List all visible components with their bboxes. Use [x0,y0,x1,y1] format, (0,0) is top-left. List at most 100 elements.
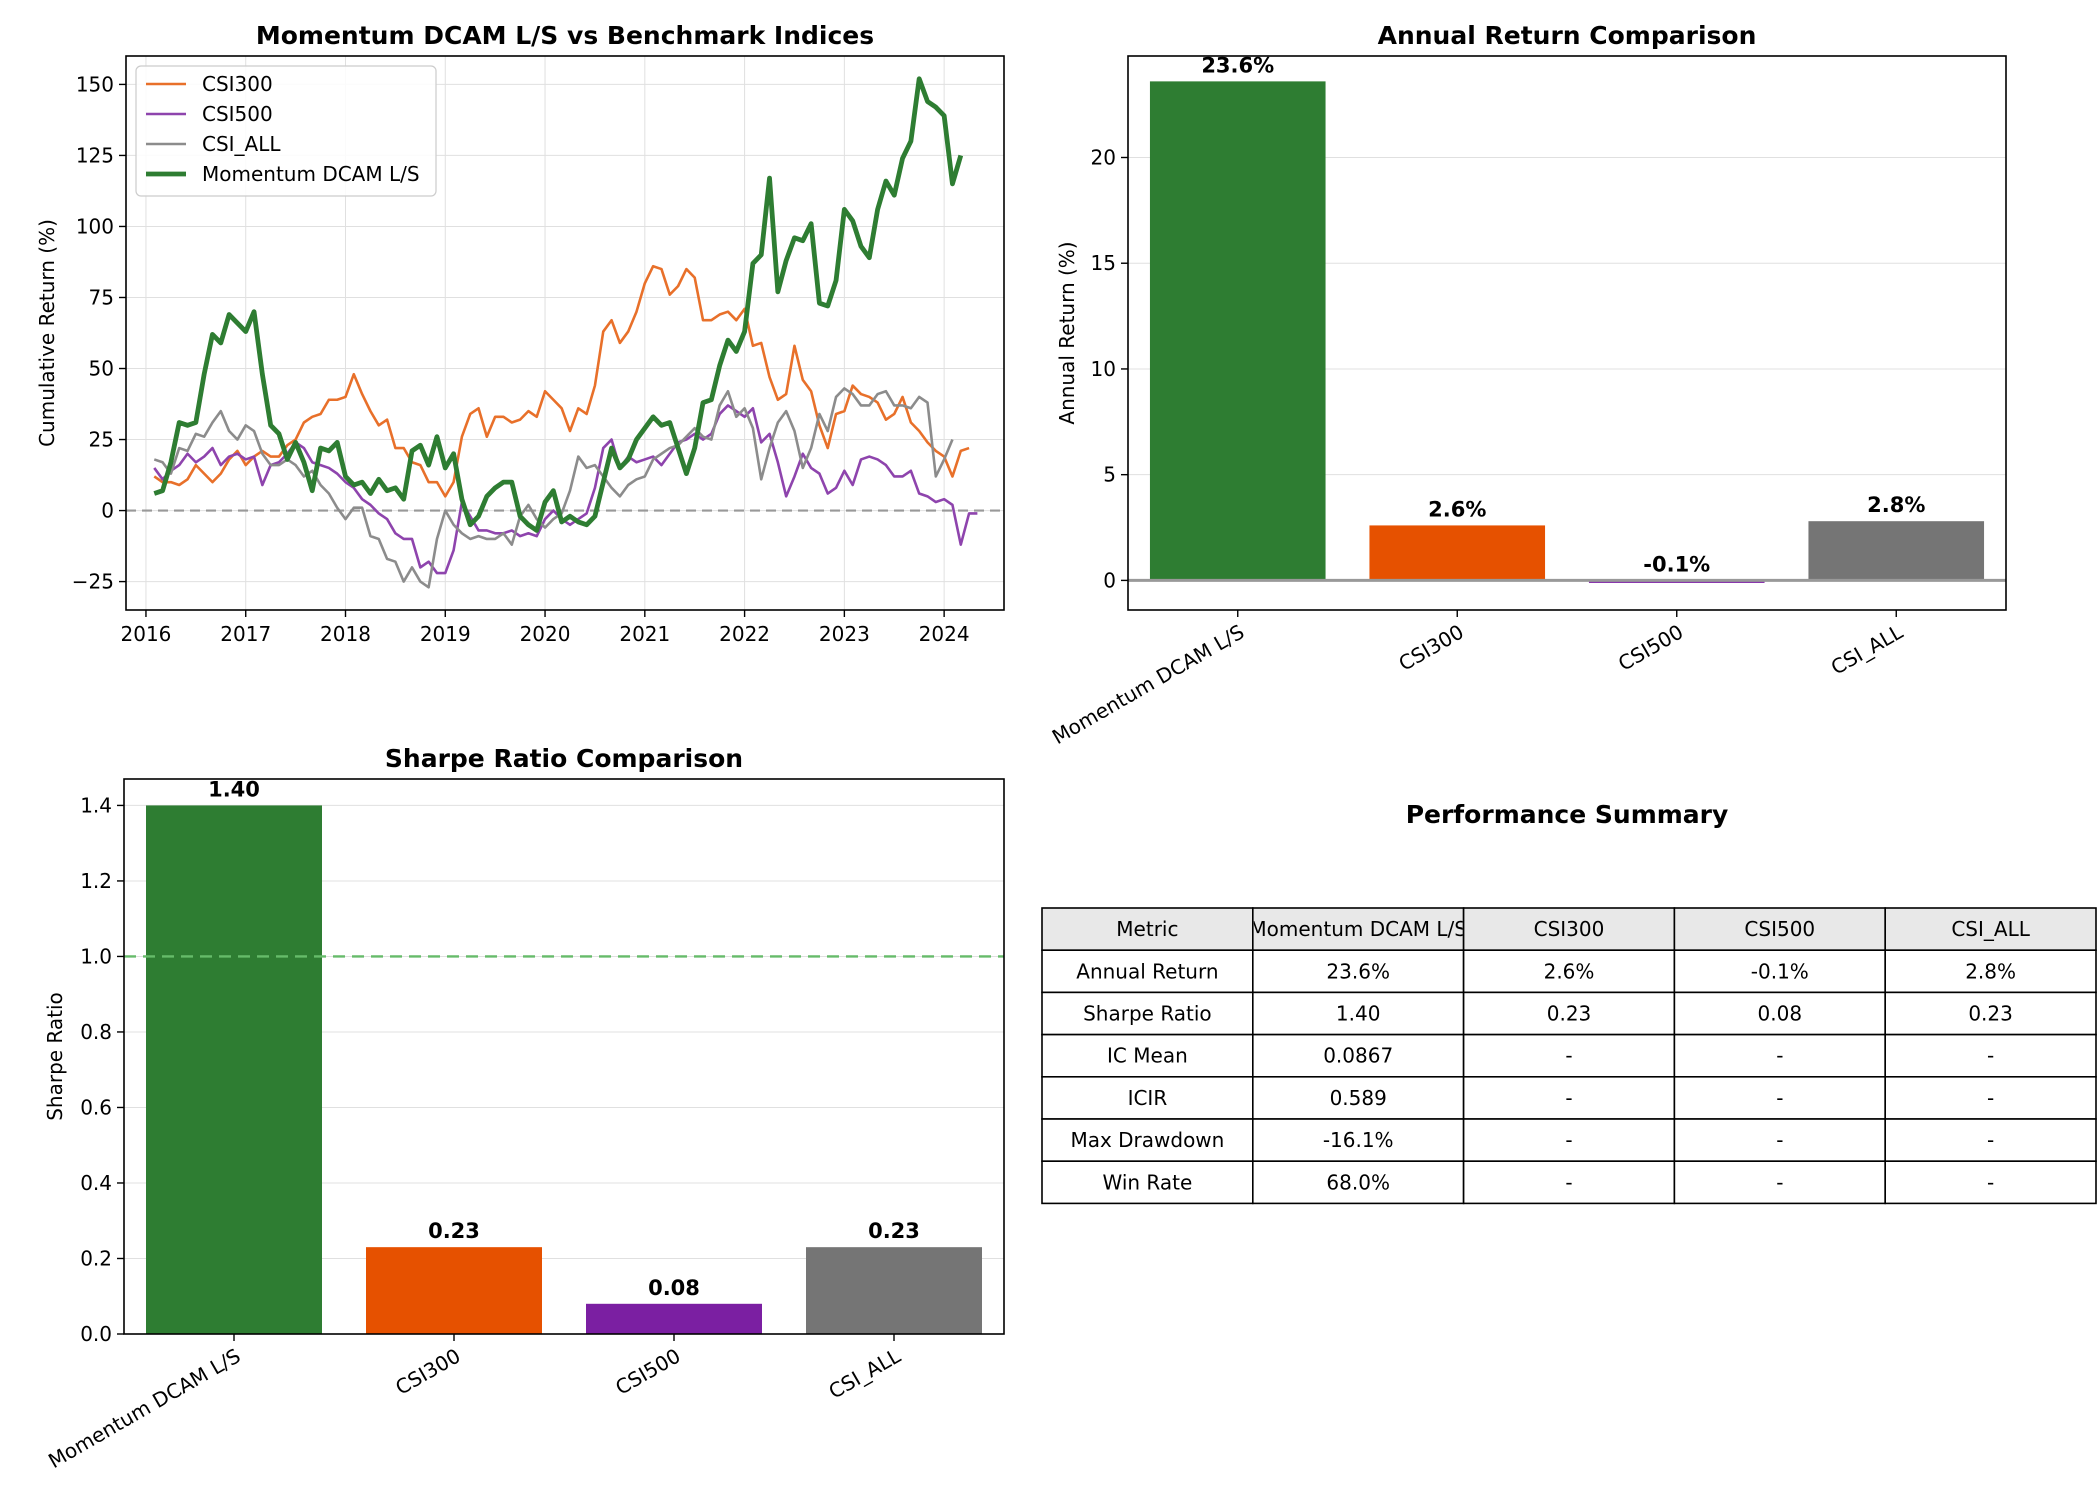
legend-label: CSI_ALL [202,132,281,156]
y-tick-label: 0.8 [80,1020,112,1044]
bar-csi-all [1808,521,1985,581]
table-cell [1041,1033,1254,1078]
bar-value-label: 2.6% [1428,497,1486,521]
table-title: Performance Summary [1406,800,1729,829]
table-cell-text: 0.23 [1968,1002,2013,1026]
table-cell-text: - [1565,1170,1572,1194]
x-tick-label: 2020 [520,622,571,646]
table-cell-text: - [1987,1170,1994,1194]
legend-label: CSI500 [202,102,273,126]
table-cell [1673,1160,1887,1205]
bar-csi300 [366,1247,542,1334]
plot-frame [123,778,1005,1335]
table-cell-text: 0.589 [1330,1086,1387,1110]
bar-momentum-dcam-l-s [146,805,322,1334]
bar-value-label: 1.40 [208,777,260,801]
y-tick-label: 0.0 [80,1322,112,1346]
table-cell-text: 2.8% [1965,959,2016,983]
table-cell [1673,1033,1887,1078]
y-tick-label: 75 [89,285,114,309]
x-tick-label: 2018 [320,622,371,646]
y-tick-label: 20 [1091,145,1116,169]
table-cell [1462,1160,1676,1205]
legend-label: Momentum DCAM L/S [202,162,420,186]
table-cell-text: - [1776,1086,1783,1110]
table-cell-text: - [1776,1170,1783,1194]
table-cell-text: 0.08 [1758,1002,1803,1026]
chart-title: Annual Return Comparison [1378,21,1757,50]
plot-frame [125,55,1005,611]
bar-value-label: 0.23 [868,1219,920,1243]
table-cell-text: IC Mean [1107,1044,1188,1068]
legend-label: CSI300 [202,72,273,96]
y-axis-label: Cumulative Return (%) [35,219,59,447]
table-cell-text: Annual Return [1076,959,1218,983]
annual-return-panel: 23.6% 2.6% -0.1% 2.8% 0 5 10 15 20 Momentum DCAM … [1048,21,2007,750]
chart-title: Momentum DCAM L/S vs Benchmark Indices [256,21,874,50]
x-tick-label: CSI500 [1614,620,1687,676]
x-tick-label: Momentum DCAM L/S [44,1344,244,1474]
table-header-label: CSI300 [1534,917,1605,941]
table-cell [1884,949,2097,994]
y-tick-label: 1.0 [80,944,112,968]
x-tick-label: 2024 [919,622,970,646]
table-header-label: CSI500 [1744,917,1815,941]
sharpe-ratio-panel: 1.40 0.23 0.08 0.23 0.0 0.2 0.4 0.6 0.8 1.0 1.2 1.4… [43,744,1005,1474]
y-tick-label: 125 [76,143,114,167]
legend-box [135,65,437,197]
y-tick-label: −25 [72,570,114,594]
bar-value-label: 0.23 [428,1219,480,1243]
table-cell [1252,1076,1465,1120]
x-tick-label: CSI_ALL [824,1343,905,1403]
table-cell-text: 1.40 [1336,1002,1381,1026]
bar-value-label: 0.08 [648,1276,700,1300]
table-cell [1041,949,1254,994]
x-tick-label: 2023 [819,622,870,646]
table-cell-text: -0.1% [1751,959,1809,983]
table-header-cell [1884,907,2097,952]
table-cell-text: 0.23 [1547,1002,1592,1026]
y-axis-label: Sharpe Ratio [43,992,67,1121]
table-cell [1884,1033,2097,1078]
legend: CSI300 CSI500 CSI_ALL Momentum DCAM L/S [135,65,437,197]
series-line-csi300 [153,264,970,498]
table-cell-text: Sharpe Ratio [1083,1002,1212,1026]
table-cell [1673,1076,1887,1120]
y-tick-label: 1.2 [80,869,112,893]
table-cell [1252,1118,1465,1163]
table-cell-text: - [1776,1128,1783,1152]
table-cell-text: 68.0% [1326,1170,1390,1194]
series-line-csi-all [153,387,954,589]
x-tick-label: 2022 [719,622,770,646]
table-cell [1252,1160,1465,1205]
table-cell [1041,1118,1254,1163]
table-cell-text: - [1987,1044,1994,1068]
y-tick-label: 0.6 [80,1095,112,1119]
bar-value-label: -0.1% [1643,552,1710,576]
table-cell-text: 23.6% [1326,959,1390,983]
plot-frame [1127,55,2007,611]
table-cell-text: - [1565,1128,1572,1152]
table-cell-text: - [1565,1086,1572,1110]
y-tick-label: 100 [76,214,114,238]
x-tick-label: Momentum DCAM L/S [1048,620,1248,750]
x-tick-label: 2016 [121,622,172,646]
bar-momentum-dcam-l-s [1149,81,1326,581]
table-header-cell [1462,907,1676,952]
table-cell-text: ICIR [1128,1086,1168,1110]
table-header-label: CSI_ALL [1951,917,2030,941]
table-cell-text: - [1565,1044,1572,1068]
table-cell-text: - [1776,1044,1783,1068]
y-tick-label: 5 [1103,463,1116,487]
table-cell-text: -16.1% [1323,1128,1394,1152]
x-tick-label: CSI300 [391,1344,464,1400]
table-header-cell [1252,907,1465,952]
series-line-momentum-dcam-l-s [153,76,964,533]
table-cell-text: - [1987,1086,1994,1110]
y-tick-label: 10 [1091,357,1116,381]
table-cell [1462,1033,1676,1078]
bar-csi300 [1369,525,1546,581]
bar-csi-all [806,1247,982,1334]
y-tick-label: 0 [101,499,114,523]
